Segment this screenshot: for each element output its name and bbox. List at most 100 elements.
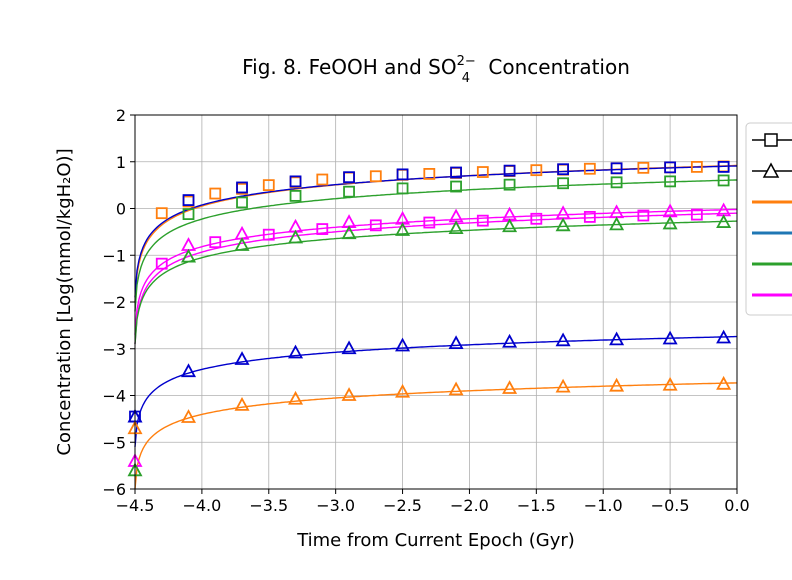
data-point-square [289, 175, 302, 188]
legend-marker-square [764, 133, 778, 147]
data-point-square [450, 166, 462, 179]
y-tick-label: 1 [116, 153, 126, 172]
data-point-square [423, 216, 436, 229]
data-point-triangle [180, 409, 197, 423]
data-point-square [476, 166, 489, 178]
data-point-triangle [609, 216, 625, 231]
data-point-triangle [448, 381, 464, 396]
data-point-triangle [662, 215, 678, 230]
chart-title-sub: 4 [462, 71, 470, 86]
data-point-square [262, 228, 275, 241]
data-point-triangle [395, 222, 411, 236]
data-point-square [557, 163, 569, 176]
data-point-square [690, 160, 703, 173]
data-point-square [316, 223, 329, 235]
data-point-square [503, 164, 516, 177]
x-axis-label: Time from Current Epoch (Gyr) [296, 530, 575, 551]
grid-lines [134, 114, 738, 490]
data-point-triangle [555, 332, 571, 347]
series-curve-0 [134, 164, 737, 303]
data-point-triangle [609, 204, 625, 219]
data-point-square [289, 189, 302, 202]
series-curve-1 [134, 165, 737, 298]
data-point-triangle [502, 333, 518, 348]
data-point-square [530, 164, 543, 177]
data-point-square [530, 212, 543, 225]
x-axis-ticks: −4.5 −4.0 −3.5 −3.0 −2.5 −2.0 −1.5 −1.0 −0.5 0.0 [116, 489, 750, 515]
chart-title-main: Fig. 8. FeOOH and SO [242, 55, 456, 79]
data-point-square [209, 187, 222, 200]
data-point-triangle [662, 376, 678, 391]
x-tick-label: −3.0 [316, 496, 355, 515]
data-point-square [182, 194, 195, 206]
chart-title: Fig. 8. FeOOH and SO2− 4 Concentration [242, 54, 630, 86]
data-point-triangle [448, 335, 464, 350]
data-point-square [717, 174, 730, 187]
data-point-square [717, 160, 730, 173]
data-point-triangle [716, 375, 732, 390]
data-point-square [155, 257, 168, 270]
legend-marker-triangle [762, 162, 780, 178]
data-point-triangle [609, 331, 625, 346]
data-point-square [664, 161, 677, 174]
data-point-square [690, 208, 703, 221]
series-markers [127, 160, 732, 477]
data-point-triangle [395, 337, 411, 352]
chart-title-sup: 2− [457, 54, 476, 69]
y-axis-label: Concentration [Log(mmol/kgH₂O)] [54, 148, 75, 455]
series-curve-3 [134, 212, 737, 345]
data-point-square [610, 176, 623, 189]
data-point-square [583, 211, 596, 223]
data-point-square [236, 181, 248, 194]
data-point-square [343, 185, 355, 198]
data-point-triangle [395, 383, 411, 398]
data-point-triangle [555, 217, 571, 232]
x-tick-label: −3.5 [249, 496, 288, 515]
data-point-triangle [234, 351, 250, 365]
data-point-square [236, 196, 248, 209]
y-tick-label: −1 [102, 246, 126, 265]
x-tick-label: −2.5 [383, 496, 422, 515]
data-point-square [209, 236, 222, 249]
y-tick-label: −5 [102, 433, 126, 452]
series-curve-2 [134, 179, 737, 312]
y-tick-label: −3 [102, 340, 126, 359]
data-point-square [583, 162, 596, 175]
data-point-square [155, 207, 168, 220]
x-tick-label: −0.5 [651, 496, 690, 515]
data-point-triangle [288, 344, 304, 359]
data-point-square [476, 214, 489, 227]
data-point-square [396, 182, 409, 195]
y-tick-label: 2 [116, 106, 126, 125]
data-point-square [610, 162, 623, 175]
y-tick-label: −6 [102, 480, 126, 499]
data-point-triangle [716, 329, 732, 344]
data-point-square [557, 163, 569, 176]
data-point-triangle [662, 330, 678, 345]
data-point-square [450, 180, 462, 193]
series-curve-6 [134, 335, 737, 447]
data-point-square [637, 161, 650, 174]
series-curve-7 [134, 382, 737, 490]
data-point-triangle [555, 378, 571, 393]
data-point-square [637, 209, 650, 222]
x-tick-label: −4.5 [116, 496, 155, 515]
data-point-triangle [341, 225, 357, 240]
data-point-triangle [341, 340, 357, 355]
legend [745, 122, 792, 316]
y-tick-label: 0 [116, 200, 126, 219]
series-curve-4 [134, 208, 738, 335]
x-tick-label: −2.0 [450, 496, 489, 515]
data-point-square [182, 208, 195, 221]
data-point-square [262, 179, 275, 192]
chart-title-tail: Concentration [482, 55, 630, 79]
data-point-triangle [288, 390, 304, 405]
data-point-square [503, 178, 516, 191]
data-point-square [343, 171, 355, 184]
data-point-square [664, 175, 677, 188]
data-point-square [396, 168, 409, 181]
data-point-triangle [502, 380, 518, 394]
series-curves [134, 164, 738, 490]
data-point-triangle [288, 229, 304, 244]
